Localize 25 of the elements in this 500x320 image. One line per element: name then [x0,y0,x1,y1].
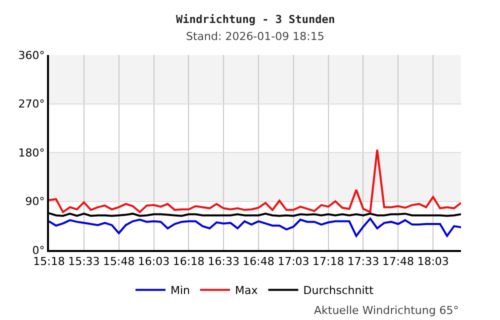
line-series [49,148,461,214]
legend-label: Max [235,284,258,298]
y-tick-label: 180° [18,146,45,160]
x-tick-label: 17:33 [347,255,380,268]
x-tick-label: 17:18 [312,255,344,268]
y-tick-label: 270° [18,98,45,111]
x-tick-label: 15:18 [33,255,65,268]
x-tick-label: 16:33 [208,255,240,268]
x-tick-label: 17:03 [278,255,310,268]
legend-label: Min [170,284,190,298]
x-tick-label: 15:33 [68,255,100,268]
y-tick-label: 90° [25,195,45,208]
y-tick-label: 0° [32,244,45,257]
x-tick-label: 16:48 [242,255,274,268]
x-tick-label: 17:48 [382,255,414,268]
line-series [49,218,461,237]
legend-label: Durchschnitt [303,284,374,298]
x-tick-label: 15:48 [102,255,135,268]
chart-subtitle: Stand: 2026-01-09 18:15 [186,30,324,43]
x-tick-label: 18:03 [417,255,449,268]
chart-title: Windrichtung - 3 Stunden [176,13,335,26]
x-tick-label: 16:03 [138,255,170,268]
y-tick-label: 360° [18,48,45,62]
x-tick-label: 16:18 [172,255,205,268]
text: Aktuelle Windrichtung 65° [314,304,459,317]
